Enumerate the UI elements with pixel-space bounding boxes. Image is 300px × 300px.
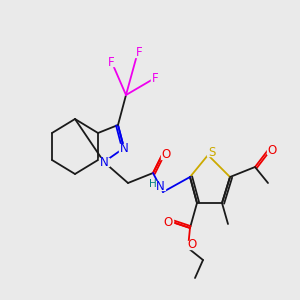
- Bar: [163, 218, 173, 226]
- Text: O: O: [267, 143, 277, 157]
- Bar: [119, 144, 129, 152]
- Text: N: N: [120, 142, 128, 154]
- Bar: [187, 241, 197, 249]
- Bar: [161, 151, 171, 159]
- Text: F: F: [136, 46, 142, 59]
- Bar: [207, 148, 217, 156]
- Bar: [155, 182, 164, 190]
- Text: O: O: [164, 215, 172, 229]
- Text: H: H: [149, 179, 157, 189]
- Text: O: O: [188, 238, 196, 251]
- Bar: [149, 181, 157, 188]
- Text: N: N: [100, 155, 108, 169]
- Bar: [106, 58, 116, 65]
- Bar: [267, 146, 277, 154]
- Bar: [151, 74, 160, 82]
- Bar: [99, 158, 109, 166]
- Text: N: N: [156, 179, 164, 193]
- Text: F: F: [108, 56, 114, 68]
- Text: S: S: [208, 146, 216, 158]
- Text: O: O: [161, 148, 171, 161]
- Bar: [134, 50, 143, 56]
- Text: F: F: [152, 71, 158, 85]
